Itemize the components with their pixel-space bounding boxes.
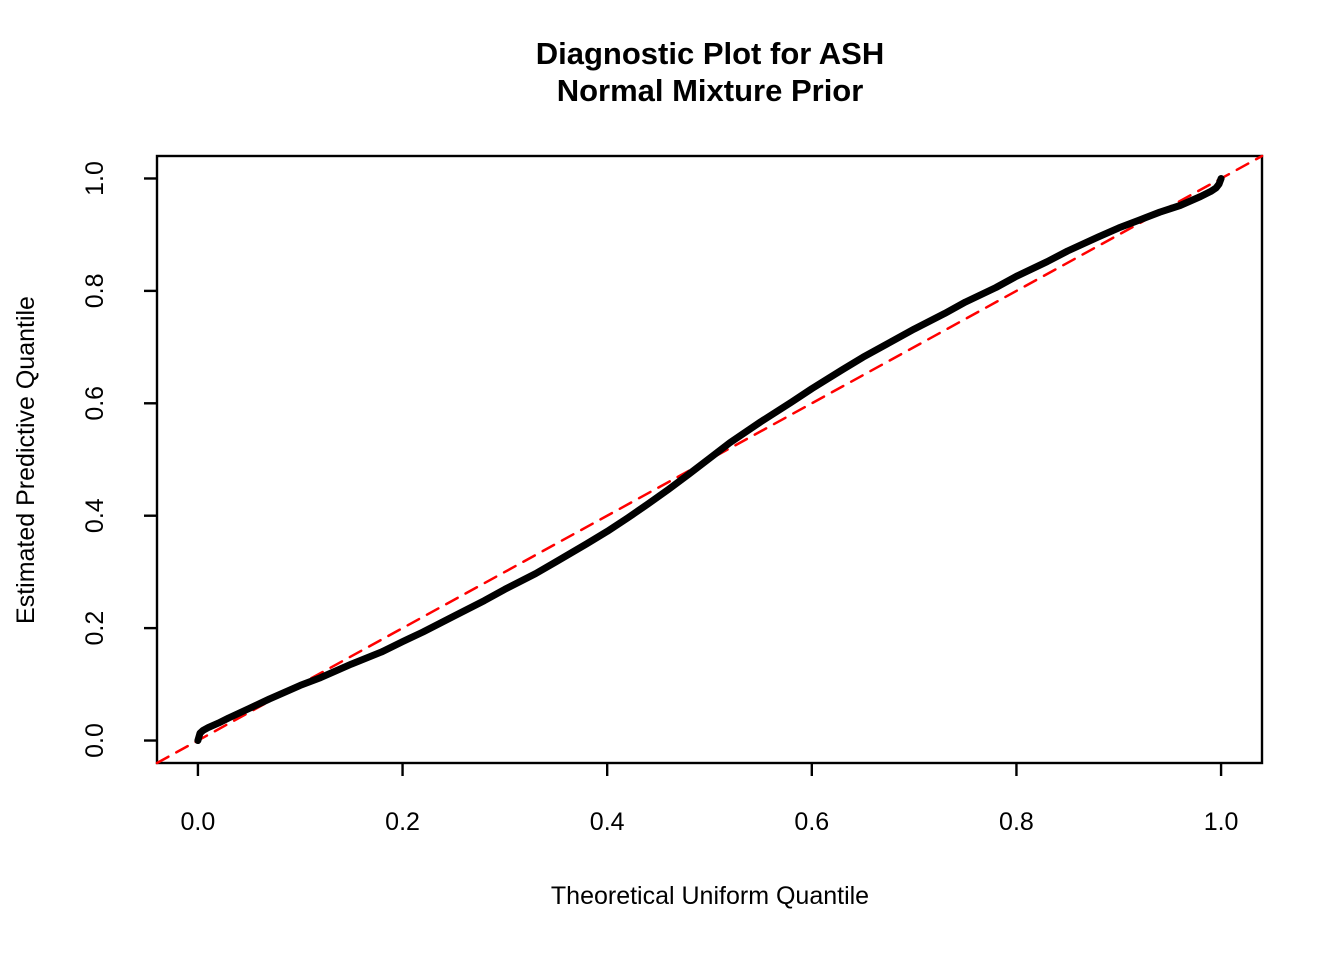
chart-title-line-1: Diagnostic Plot for ASH: [536, 36, 884, 71]
y-axis-tick-label: 0.8: [81, 274, 109, 309]
y-axis-title: Estimated Predictive Quantile: [12, 296, 40, 624]
y-axis-tick-label: 0.2: [81, 611, 109, 646]
x-axis-tick-label: 1.0: [1204, 808, 1239, 836]
y-axis-tick-label: 0.6: [81, 386, 109, 421]
qq-curve: [194, 175, 1225, 744]
x-axis-tick-label: 0.6: [794, 808, 829, 836]
x-axis-tick-label: 0.8: [999, 808, 1034, 836]
y-axis-tick-label: 0.4: [81, 498, 109, 533]
plot-area: 0.0 0.2 0.4 0.6 0.8 1.0 0.0 0.2 0.4 0.6 0.8 1.0: [81, 154, 1264, 836]
y-axis-tick-label: 0.0: [81, 723, 109, 758]
chart-title-line-2: Normal Mixture Prior: [557, 73, 864, 108]
y-axis-tick-label: 1.0: [81, 161, 109, 196]
reference-diagonal-line: [155, 154, 1264, 765]
plot-box: [155, 154, 1264, 765]
x-axis-tick-label: 0.4: [590, 808, 625, 836]
x-axis-tick-label: 0.2: [385, 808, 420, 836]
x-axis-tick-label: 0.0: [181, 808, 216, 836]
x-axis-title: Theoretical Uniform Quantile: [551, 882, 869, 910]
